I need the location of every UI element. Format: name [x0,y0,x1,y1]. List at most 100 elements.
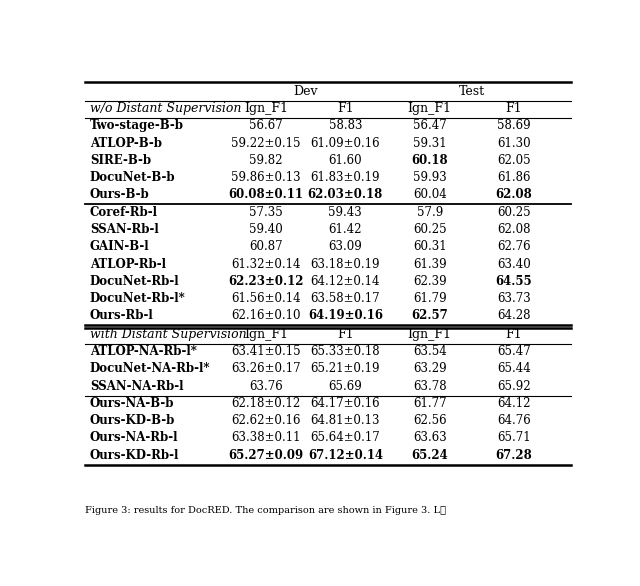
Text: 61.30: 61.30 [497,137,531,149]
Text: DocuNet-Rb-l*: DocuNet-Rb-l* [90,292,186,305]
Text: 61.09±0.16: 61.09±0.16 [310,137,380,149]
Text: Ign_F1: Ign_F1 [244,102,288,115]
Text: 61.77: 61.77 [413,397,447,410]
Text: w/o Distant Supervision: w/o Distant Supervision [90,102,241,115]
Text: 63.40: 63.40 [497,258,531,271]
Text: 57.9: 57.9 [417,206,443,219]
Text: 64.17±0.16: 64.17±0.16 [310,397,380,410]
Text: 65.47: 65.47 [497,345,531,358]
Text: Ours-B-b: Ours-B-b [90,188,150,202]
Text: Figure 3: results for DocRED. The comparison are shown in Figure 3. L₝: Figure 3: results for DocRED. The compar… [85,506,446,515]
Text: 63.54: 63.54 [413,345,447,358]
Text: 67.12±0.14: 67.12±0.14 [308,449,383,462]
Text: 60.18: 60.18 [412,154,448,167]
Text: 57.35: 57.35 [249,206,283,219]
Text: DocuNet-B-b: DocuNet-B-b [90,171,175,184]
Text: Two-stage-B-b: Two-stage-B-b [90,119,184,132]
Text: 60.25: 60.25 [497,206,531,219]
Text: 62.23±0.12: 62.23±0.12 [228,275,304,288]
Text: SSAN-NA-Rb-l: SSAN-NA-Rb-l [90,380,184,393]
Text: 61.86: 61.86 [497,171,531,184]
Text: 59.86±0.13: 59.86±0.13 [231,171,301,184]
Text: 62.18±0.12: 62.18±0.12 [232,397,301,410]
Text: 63.73: 63.73 [497,292,531,305]
Text: 65.71: 65.71 [497,431,531,444]
Text: Ign_F1: Ign_F1 [408,328,452,340]
Text: DocuNet-NA-Rb-l*: DocuNet-NA-Rb-l* [90,362,211,375]
Text: 64.81±0.13: 64.81±0.13 [310,414,380,427]
Text: SIRE-B-b: SIRE-B-b [90,154,151,167]
Text: 59.40: 59.40 [249,223,283,236]
Text: 64.28: 64.28 [497,309,531,322]
Text: 60.25: 60.25 [413,223,447,236]
Text: Coref-Rb-l: Coref-Rb-l [90,206,158,219]
Text: with Distant Supervision: with Distant Supervision [90,328,246,340]
Text: 62.08: 62.08 [495,188,532,202]
Text: 63.58±0.17: 63.58±0.17 [310,292,380,305]
Text: 60.87: 60.87 [249,240,283,253]
Text: DocuNet-Rb-l: DocuNet-Rb-l [90,275,180,288]
Text: 65.27±0.09: 65.27±0.09 [228,449,303,462]
Text: Ours-Rb-l: Ours-Rb-l [90,309,154,322]
Text: 56.47: 56.47 [413,119,447,132]
Text: 63.78: 63.78 [413,380,447,393]
Text: Ign_F1: Ign_F1 [244,328,288,340]
Text: 61.42: 61.42 [328,223,362,236]
Text: 62.62±0.16: 62.62±0.16 [231,414,301,427]
Text: 65.33±0.18: 65.33±0.18 [310,345,380,358]
Text: 62.56: 62.56 [413,414,447,427]
Text: 61.60: 61.60 [328,154,362,167]
Text: 62.16±0.10: 62.16±0.10 [231,309,301,322]
Text: 63.38±0.11: 63.38±0.11 [231,431,301,444]
Text: 65.44: 65.44 [497,362,531,375]
Text: 58.83: 58.83 [328,119,362,132]
Text: 62.76: 62.76 [497,240,531,253]
Text: 60.04: 60.04 [413,188,447,202]
Text: 59.82: 59.82 [249,154,283,167]
Text: 63.09: 63.09 [328,240,362,253]
Text: ATLOP-Rb-l: ATLOP-Rb-l [90,258,166,271]
Text: Ours-KD-Rb-l: Ours-KD-Rb-l [90,449,179,462]
Text: ATLOP-B-b: ATLOP-B-b [90,137,162,149]
Text: 64.12: 64.12 [497,397,531,410]
Text: Dev: Dev [293,84,318,98]
Text: 63.76: 63.76 [249,380,283,393]
Text: ATLOP-NA-Rb-l*: ATLOP-NA-Rb-l* [90,345,196,358]
Text: Test: Test [459,84,485,98]
Text: 67.28: 67.28 [495,449,532,462]
Text: 65.92: 65.92 [497,380,531,393]
Text: Ours-NA-B-b: Ours-NA-B-b [90,397,175,410]
Text: 62.08: 62.08 [497,223,531,236]
Text: 63.29: 63.29 [413,362,447,375]
Text: GAIN-B-l: GAIN-B-l [90,240,150,253]
Text: 59.22±0.15: 59.22±0.15 [231,137,301,149]
Text: 62.03±0.18: 62.03±0.18 [308,188,383,202]
Text: 56.67: 56.67 [249,119,283,132]
Text: 59.31: 59.31 [413,137,447,149]
Text: 61.32±0.14: 61.32±0.14 [231,258,301,271]
Text: 63.26±0.17: 63.26±0.17 [231,362,301,375]
Text: 65.21±0.19: 65.21±0.19 [310,362,380,375]
Text: 62.05: 62.05 [497,154,531,167]
Text: 59.93: 59.93 [413,171,447,184]
Text: 63.18±0.19: 63.18±0.19 [310,258,380,271]
Text: 64.12±0.14: 64.12±0.14 [310,275,380,288]
Text: 60.31: 60.31 [413,240,447,253]
Text: 63.41±0.15: 63.41±0.15 [231,345,301,358]
Text: Ours-NA-Rb-l: Ours-NA-Rb-l [90,431,179,444]
Text: 64.19±0.16: 64.19±0.16 [308,309,383,322]
Text: 61.56±0.14: 61.56±0.14 [231,292,301,305]
Text: 61.79: 61.79 [413,292,447,305]
Text: F1: F1 [337,328,354,340]
Text: F1: F1 [506,328,522,340]
Text: 61.39: 61.39 [413,258,447,271]
Text: 63.63: 63.63 [413,431,447,444]
Text: 61.83±0.19: 61.83±0.19 [310,171,380,184]
Text: 62.57: 62.57 [412,309,448,322]
Text: 65.24: 65.24 [412,449,448,462]
Text: Ours-KD-B-b: Ours-KD-B-b [90,414,175,427]
Text: 64.76: 64.76 [497,414,531,427]
Text: Ign_F1: Ign_F1 [408,102,452,115]
Text: 65.64±0.17: 65.64±0.17 [310,431,380,444]
Text: SSAN-Rb-l: SSAN-Rb-l [90,223,159,236]
